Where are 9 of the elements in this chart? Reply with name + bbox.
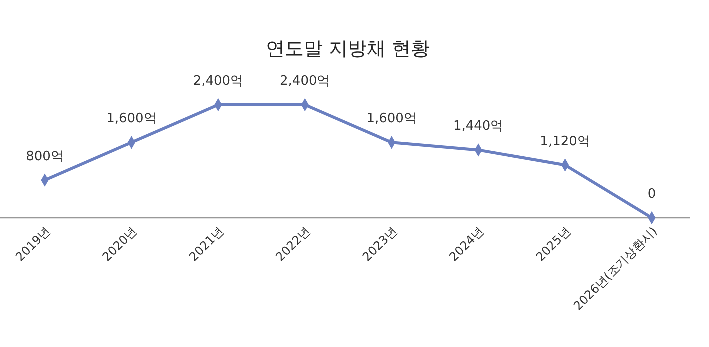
data-label: 1,600억	[106, 112, 157, 127]
data-label: 2,400억	[193, 74, 244, 89]
data-label: 1,120억	[540, 134, 590, 150]
data-label: 800억	[26, 149, 64, 164]
data-label: 1,440억	[453, 119, 504, 134]
data-label: 1,600억	[366, 112, 417, 127]
chart-title: 연도말 지방채 현황	[266, 38, 430, 60]
data-label: 0	[648, 187, 656, 202]
data-label: 2,400억	[280, 74, 330, 89]
